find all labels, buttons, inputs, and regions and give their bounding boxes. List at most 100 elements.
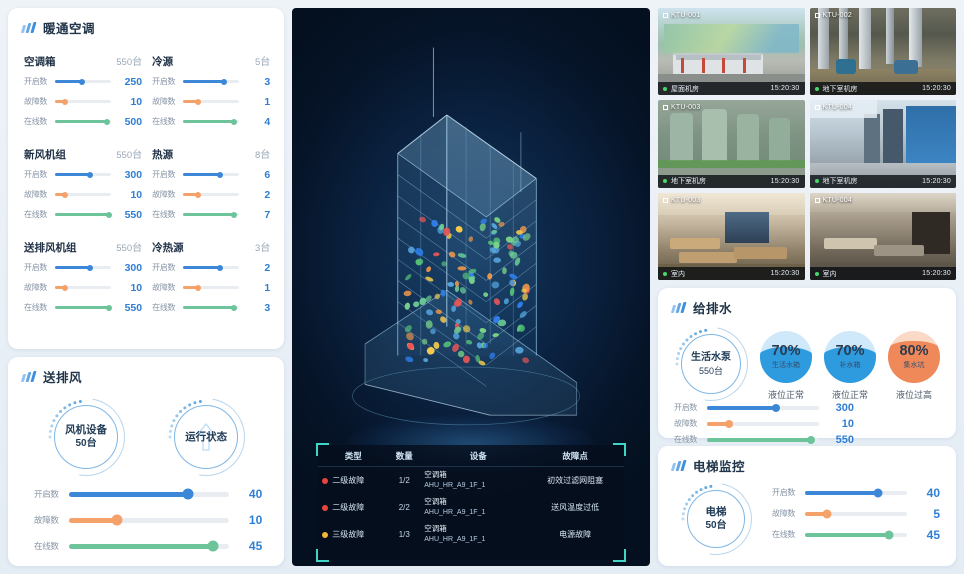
metric-open[interactable]: 开启数 3 bbox=[152, 76, 270, 88]
camera-tile[interactable]: KTU-002 地下室机房 15:20:30 bbox=[809, 8, 956, 96]
metric-fault[interactable]: 故障数 10 bbox=[34, 513, 263, 527]
metric-open[interactable]: 开启数 6 bbox=[152, 169, 270, 181]
metric-fault[interactable]: 故障数 2 bbox=[152, 189, 270, 201]
metric-knob[interactable] bbox=[207, 540, 219, 552]
metric-knob[interactable] bbox=[194, 98, 201, 105]
metric-knob[interactable] bbox=[230, 211, 237, 218]
water-body: 生活水泵 550台 70% 生活水箱 液位正常 70% 补水箱 液位正常 80%… bbox=[658, 312, 956, 416]
alarm-row[interactable]: 二级故障 1/2 空调箱 AHU_HR_A9_1F_1 初效过滤网阻塞 bbox=[318, 467, 624, 494]
metric-knob[interactable] bbox=[86, 171, 93, 178]
metric-fault[interactable]: 故障数 1 bbox=[152, 96, 270, 108]
metric-open[interactable]: 开启数 300 bbox=[674, 402, 854, 414]
metric-track[interactable] bbox=[55, 171, 112, 178]
metric-track[interactable] bbox=[55, 98, 112, 105]
metric-track[interactable] bbox=[183, 191, 240, 198]
metric-knob[interactable] bbox=[78, 78, 85, 85]
metric-knob[interactable] bbox=[884, 530, 894, 539]
metric-label: 在线数 bbox=[152, 303, 176, 312]
metric-track[interactable] bbox=[55, 78, 112, 85]
metric-fault[interactable]: 故障数 5 bbox=[772, 507, 940, 521]
metric-track[interactable] bbox=[183, 98, 240, 105]
metric-track[interactable] bbox=[69, 488, 230, 500]
metric-track[interactable] bbox=[183, 118, 240, 125]
metric-track[interactable] bbox=[55, 264, 112, 271]
metric-track[interactable] bbox=[55, 191, 112, 198]
ring-dots-icon bbox=[674, 327, 748, 401]
metric-track[interactable] bbox=[183, 171, 240, 178]
metric-online[interactable]: 在线数 4 bbox=[152, 116, 270, 128]
camera-location: 室内 bbox=[671, 270, 685, 278]
metric-value: 10 bbox=[248, 513, 263, 527]
camera-tile[interactable]: KTU-004 室内 15:20:30 bbox=[809, 192, 956, 280]
metric-knob[interactable] bbox=[220, 78, 227, 85]
alarm-row[interactable]: 三级故障 1/3 空调箱 AHU_HR_A9_1F_1 电源故障 bbox=[318, 521, 624, 548]
metric-knob[interactable] bbox=[182, 488, 194, 500]
metric-track[interactable] bbox=[183, 78, 240, 85]
metric-online[interactable]: 在线数 45 bbox=[34, 539, 262, 553]
metric-online[interactable]: 在线数 45 bbox=[772, 528, 940, 542]
metric-knob[interactable] bbox=[111, 514, 123, 526]
metric-knob[interactable] bbox=[822, 509, 832, 518]
metric-online[interactable]: 在线数 550 bbox=[24, 209, 142, 221]
metric-knob[interactable] bbox=[194, 191, 201, 198]
metric-open[interactable]: 开启数 300 bbox=[24, 169, 142, 181]
metric-track[interactable] bbox=[707, 419, 819, 428]
metric-knob[interactable] bbox=[873, 488, 883, 497]
metric-track[interactable] bbox=[805, 488, 907, 497]
building-3d-panel[interactable]: 类型 数量 设备 故障点 二级故障 1/2 空调箱 AHU_HR_A9_1F_1 初效过… bbox=[292, 8, 650, 566]
metric-fault[interactable]: 故障数 10 bbox=[24, 189, 142, 201]
metric-knob[interactable] bbox=[230, 304, 237, 311]
metric-online[interactable]: 在线数 7 bbox=[152, 209, 270, 221]
metric-track[interactable] bbox=[55, 211, 113, 218]
metric-open[interactable]: 开启数 40 bbox=[772, 486, 940, 500]
metric-track[interactable] bbox=[69, 540, 230, 552]
metric-knob[interactable] bbox=[106, 211, 113, 218]
metric-track[interactable] bbox=[55, 118, 112, 125]
metric-track[interactable] bbox=[183, 304, 240, 311]
metric-fault[interactable]: 故障数 1 bbox=[152, 282, 270, 294]
metric-open[interactable]: 开启数 250 bbox=[24, 76, 142, 88]
metric-knob[interactable] bbox=[230, 118, 237, 125]
metric-track[interactable] bbox=[805, 509, 907, 518]
metric-knob[interactable] bbox=[807, 435, 816, 444]
metric-track[interactable] bbox=[805, 530, 907, 539]
camera-tile[interactable]: KTU-004 地下室机房 15:20:30 bbox=[809, 100, 956, 188]
camera-tile[interactable]: KTU-003 地下室机房 15:20:30 bbox=[658, 100, 805, 188]
metric-online[interactable]: 在线数 3 bbox=[152, 302, 270, 314]
metric-knob[interactable] bbox=[62, 98, 69, 105]
metric-open[interactable]: 开启数 40 bbox=[34, 487, 262, 501]
metric-knob[interactable] bbox=[725, 419, 734, 428]
metric-track[interactable] bbox=[707, 403, 819, 412]
metric-track[interactable] bbox=[183, 264, 240, 271]
metric-knob[interactable] bbox=[86, 264, 93, 271]
metric-fault[interactable]: 故障数 10 bbox=[24, 96, 142, 108]
camera-tile[interactable]: KTU-003 室内 15:20:30 bbox=[658, 192, 805, 280]
metric-track[interactable] bbox=[69, 514, 230, 526]
metric-track[interactable] bbox=[55, 284, 112, 291]
camera-tile[interactable]: KTU-001 屋面机房 15:20:30 bbox=[658, 8, 805, 96]
metric-track[interactable] bbox=[183, 284, 240, 291]
gauge-status: 液位正常 bbox=[831, 390, 868, 400]
metric-online[interactable]: 在线数 550 bbox=[674, 434, 854, 446]
metric-fault[interactable]: 故障数 10 bbox=[24, 282, 142, 294]
metric-knob[interactable] bbox=[103, 118, 110, 125]
metric-fault[interactable]: 故障数 10 bbox=[674, 418, 854, 430]
ring-inner-circle bbox=[54, 405, 119, 469]
metric-knob[interactable] bbox=[217, 264, 224, 271]
metric-open[interactable]: 开启数 2 bbox=[152, 262, 270, 274]
metric-knob[interactable] bbox=[62, 284, 69, 291]
metric-track[interactable] bbox=[183, 211, 240, 218]
metric-knob[interactable] bbox=[62, 191, 69, 198]
metric-open[interactable]: 开启数 300 bbox=[24, 262, 142, 274]
metric-online[interactable]: 在线数 550 bbox=[24, 302, 142, 314]
alarm-row[interactable]: 二级故障 2/2 空调箱 AHU_HR_A9_1F_1 送风温度过低 bbox=[318, 494, 624, 521]
metric-track[interactable] bbox=[55, 304, 113, 311]
metric-online[interactable]: 在线数 500 bbox=[24, 116, 142, 128]
alarm-table[interactable]: 类型 数量 设备 故障点 二级故障 1/2 空调箱 AHU_HR_A9_1F_1 初效过… bbox=[316, 443, 626, 562]
metric-knob[interactable] bbox=[194, 284, 201, 291]
metric-track[interactable] bbox=[707, 435, 819, 444]
metric-knob[interactable] bbox=[772, 403, 781, 412]
metric-knob[interactable] bbox=[217, 171, 224, 178]
metric-knob[interactable] bbox=[106, 304, 113, 311]
alarm-type-text: 二级故障 bbox=[332, 503, 365, 512]
